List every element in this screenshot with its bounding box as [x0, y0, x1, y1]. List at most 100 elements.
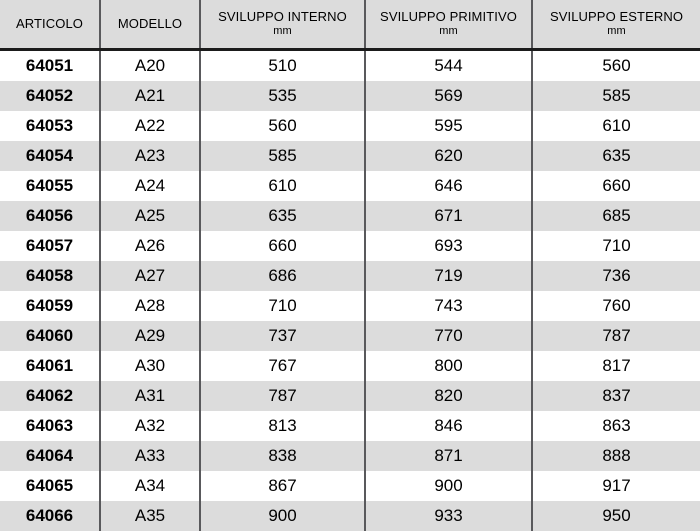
- cell-articolo: 64057: [0, 231, 100, 261]
- cell-interno: 635: [200, 201, 365, 231]
- cell-modello: A32: [100, 411, 200, 441]
- cell-interno: 813: [200, 411, 365, 441]
- cell-modello: A20: [100, 50, 200, 82]
- cell-interno: 900: [200, 501, 365, 531]
- cell-primitivo: 820: [365, 381, 532, 411]
- cell-primitivo: 544: [365, 50, 532, 82]
- column-title-sviluppo-interno: SVILUPPO INTERNO: [205, 9, 360, 24]
- cell-primitivo: 719: [365, 261, 532, 291]
- cell-interno: 737: [200, 321, 365, 351]
- cell-interno: 838: [200, 441, 365, 471]
- cell-interno: 610: [200, 171, 365, 201]
- cell-modello: A35: [100, 501, 200, 531]
- column-unit-sviluppo-esterno: mm: [537, 25, 696, 38]
- cell-primitivo: 846: [365, 411, 532, 441]
- cell-modello: A25: [100, 201, 200, 231]
- cell-esterno: 917: [532, 471, 700, 501]
- column-unit-sviluppo-primitivo: mm: [370, 25, 527, 38]
- cell-articolo: 64066: [0, 501, 100, 531]
- cell-articolo: 64063: [0, 411, 100, 441]
- column-title-modello: MODELLO: [105, 16, 195, 31]
- cell-primitivo: 900: [365, 471, 532, 501]
- cell-primitivo: 743: [365, 291, 532, 321]
- cell-interno: 585: [200, 141, 365, 171]
- cell-esterno: 888: [532, 441, 700, 471]
- cell-modello: A34: [100, 471, 200, 501]
- table-header: ARTICOLO MODELLO SVILUPPO INTERNO mm SVI…: [0, 0, 700, 50]
- cell-modello: A26: [100, 231, 200, 261]
- cell-interno: 710: [200, 291, 365, 321]
- cell-articolo: 64064: [0, 441, 100, 471]
- cell-interno: 510: [200, 50, 365, 82]
- cell-esterno: 660: [532, 171, 700, 201]
- cell-primitivo: 671: [365, 201, 532, 231]
- cell-interno: 787: [200, 381, 365, 411]
- cell-interno: 560: [200, 111, 365, 141]
- column-title-sviluppo-primitivo: SVILUPPO PRIMITIVO: [370, 9, 527, 24]
- cell-esterno: 635: [532, 141, 700, 171]
- cell-primitivo: 646: [365, 171, 532, 201]
- cell-esterno: 685: [532, 201, 700, 231]
- cell-articolo: 64053: [0, 111, 100, 141]
- cell-interno: 660: [200, 231, 365, 261]
- cell-modello: A28: [100, 291, 200, 321]
- cell-modello: A21: [100, 81, 200, 111]
- cell-primitivo: 693: [365, 231, 532, 261]
- cell-articolo: 64052: [0, 81, 100, 111]
- cell-esterno: 710: [532, 231, 700, 261]
- header-row: ARTICOLO MODELLO SVILUPPO INTERNO mm SVI…: [0, 0, 700, 50]
- column-header-articolo: ARTICOLO: [0, 0, 100, 50]
- cell-articolo: 64054: [0, 141, 100, 171]
- cell-primitivo: 569: [365, 81, 532, 111]
- cell-interno: 686: [200, 261, 365, 291]
- cell-esterno: 837: [532, 381, 700, 411]
- cell-modello: A30: [100, 351, 200, 381]
- cell-modello: A29: [100, 321, 200, 351]
- cell-articolo: 64051: [0, 50, 100, 82]
- cell-articolo: 64062: [0, 381, 100, 411]
- column-header-sviluppo-esterno: SVILUPPO ESTERNO mm: [532, 0, 700, 50]
- cell-modello: A24: [100, 171, 200, 201]
- cell-primitivo: 933: [365, 501, 532, 531]
- cell-modello: A31: [100, 381, 200, 411]
- cell-articolo: 64059: [0, 291, 100, 321]
- column-title-articolo: ARTICOLO: [4, 16, 95, 31]
- cell-articolo: 64060: [0, 321, 100, 351]
- cell-interno: 767: [200, 351, 365, 381]
- cell-esterno: 863: [532, 411, 700, 441]
- cell-articolo: 64056: [0, 201, 100, 231]
- cell-esterno: 585: [532, 81, 700, 111]
- cell-articolo: 64058: [0, 261, 100, 291]
- cell-modello: A22: [100, 111, 200, 141]
- cell-interno: 867: [200, 471, 365, 501]
- column-header-sviluppo-primitivo: SVILUPPO PRIMITIVO mm: [365, 0, 532, 50]
- cell-esterno: 817: [532, 351, 700, 381]
- cell-modello: A27: [100, 261, 200, 291]
- column-header-sviluppo-interno: SVILUPPO INTERNO mm: [200, 0, 365, 50]
- cell-primitivo: 770: [365, 321, 532, 351]
- cell-primitivo: 800: [365, 351, 532, 381]
- column-title-sviluppo-esterno: SVILUPPO ESTERNO: [537, 9, 696, 24]
- cell-articolo: 64065: [0, 471, 100, 501]
- cell-esterno: 560: [532, 50, 700, 82]
- cell-interno: 535: [200, 81, 365, 111]
- cell-esterno: 950: [532, 501, 700, 531]
- cell-esterno: 736: [532, 261, 700, 291]
- cell-primitivo: 871: [365, 441, 532, 471]
- cell-articolo: 64055: [0, 171, 100, 201]
- cell-modello: A33: [100, 441, 200, 471]
